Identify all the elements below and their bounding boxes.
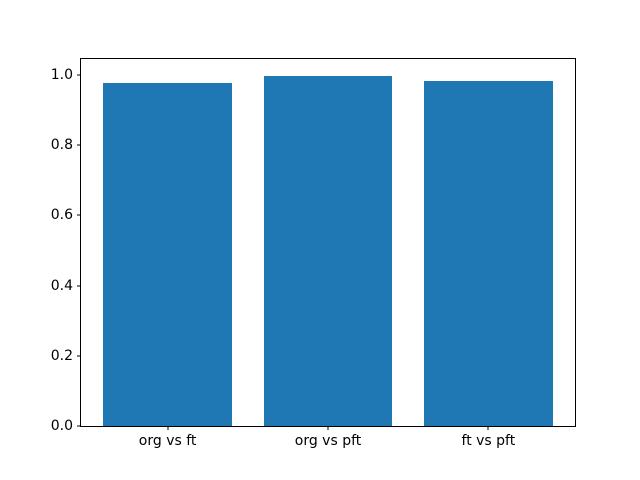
x-tick-label: org vs pft [294, 433, 362, 449]
x-tick-mark [487, 426, 489, 430]
bar-ft-vs-pft [424, 81, 553, 426]
y-tick-label: 0.4 [50, 277, 73, 294]
x-tick-mark [167, 426, 169, 430]
y-tick-mark [77, 214, 81, 216]
y-tick-mark [77, 425, 81, 427]
y-tick-label: 1.0 [50, 66, 73, 83]
bar-org-vs-ft [103, 82, 232, 426]
y-tick-mark [77, 285, 81, 287]
y-tick-label: 0.0 [50, 418, 73, 434]
x-tick-label: org vs ft [138, 433, 197, 449]
axes: 0.0 0.2 0.4 0.6 0.8 1.0 org vs ft org vs pft ft … [51, 58, 576, 448]
x-tick-label: ft vs pft [461, 433, 516, 449]
x-tick-mark [327, 426, 329, 430]
y-tick-mark [77, 355, 81, 357]
bar-org-vs-pft [263, 75, 393, 426]
y-tick-label: 0.2 [50, 347, 73, 364]
y-tick-label: 0.6 [50, 207, 73, 224]
y-tick-label: 0.8 [50, 137, 73, 154]
y-tick-mark [77, 144, 81, 146]
y-tick-mark [77, 74, 81, 76]
